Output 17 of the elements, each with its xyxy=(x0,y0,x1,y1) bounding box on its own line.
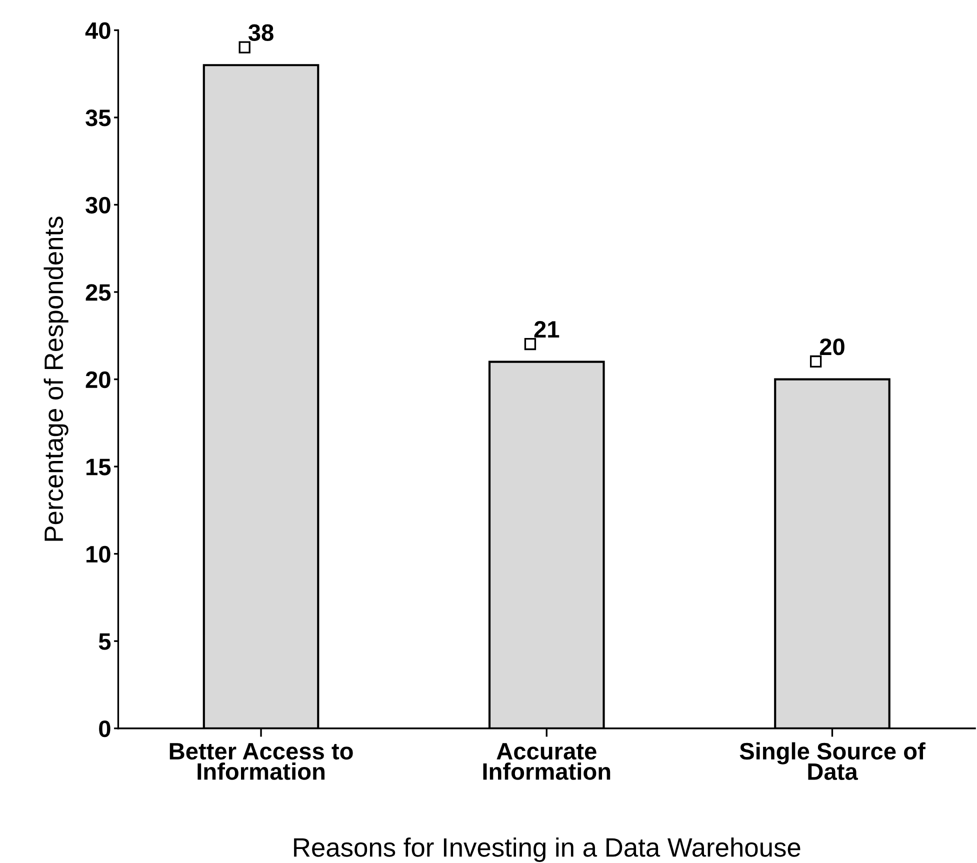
y-axis-title: Percentage of Respondents xyxy=(44,216,68,541)
y-tick-label: 30 xyxy=(86,196,110,214)
x-tick-label: Better Access to Information xyxy=(170,743,353,780)
y-tick-label: 15 xyxy=(86,458,111,476)
x-axis-title: Reasons for Investing in a Data Warehouse xyxy=(294,837,800,862)
y-tick-label: 5 xyxy=(98,633,111,650)
y-tick-label: 40 xyxy=(85,22,110,39)
data-label: 38 xyxy=(248,24,274,42)
data-label: 21 xyxy=(534,321,560,338)
y-tick-label: 35 xyxy=(86,110,111,126)
x-tick-label: Accurate Information xyxy=(483,743,610,780)
y-tick-label: 25 xyxy=(86,284,111,301)
data-label: 20 xyxy=(820,338,844,356)
y-tick-label: 10 xyxy=(86,546,110,563)
y-tick-label: 0 xyxy=(99,720,110,738)
y-tick-label: 20 xyxy=(86,371,110,388)
x-tick-label: Single Source of Data xyxy=(740,742,926,780)
